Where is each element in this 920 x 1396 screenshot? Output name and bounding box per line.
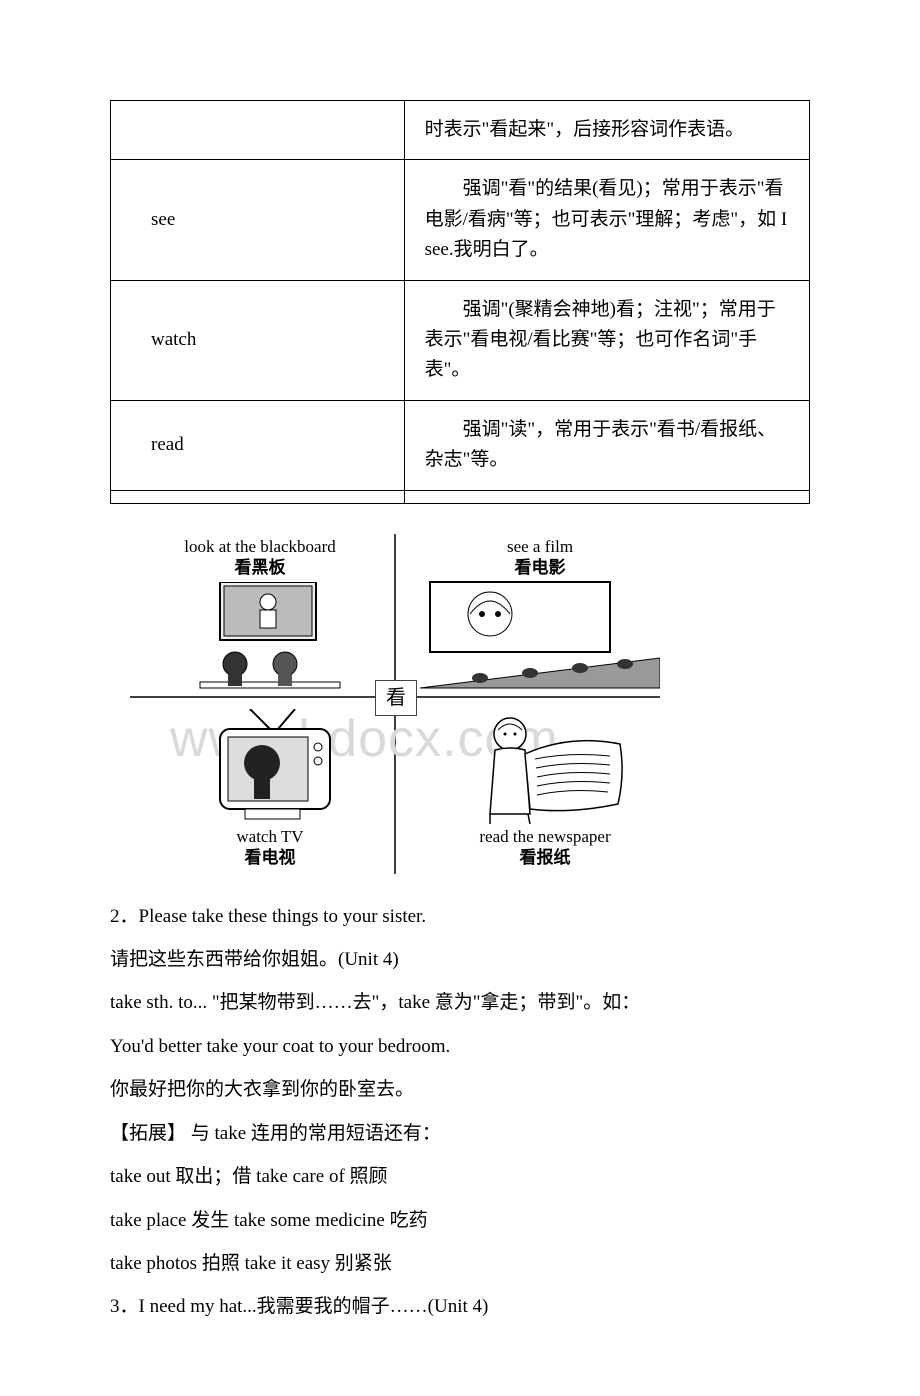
table-row: watch 强调"(聚精会神地)看；注视"；常用于表示"看电视/看比赛"等；也可… — [111, 280, 810, 400]
body-text: 2．Please take these things to your siste… — [110, 902, 810, 1322]
word-cell — [111, 101, 405, 160]
desc-cell: 强调"读"，常用于表示"看书/看报纸、杂志"等。 — [404, 400, 809, 490]
paragraph: take sth. to... "把某物带到……去"，take 意为"拿走；带到… — [110, 988, 810, 1017]
quad-see: see a film 看电影 — [430, 536, 650, 579]
quad-cn: 看报纸 — [430, 847, 660, 868]
vocabulary-table: 时表示"看起来"，后接形容词作表语。 see 强调"看"的结果(看见)；常用于表… — [110, 100, 810, 504]
table-row: 时表示"看起来"，后接形容词作表语。 — [111, 101, 810, 160]
table-row — [111, 490, 810, 503]
table-row: see 强调"看"的结果(看见)；常用于表示"看电影/看病"等；也可表示"理解；… — [111, 160, 810, 280]
paragraph: take photos 拍照 take it easy 别紧张 — [110, 1249, 810, 1278]
empty-cell — [404, 490, 809, 503]
quad-cn: 看电视 — [170, 847, 370, 868]
word-cell: read — [111, 400, 405, 490]
desc-cell: 时表示"看起来"，后接形容词作表语。 — [404, 101, 809, 160]
paragraph: 你最好把你的大衣拿到你的卧室去。 — [110, 1075, 810, 1104]
paragraph: 【拓展】 与 take 连用的常用短语还有： — [110, 1119, 810, 1148]
center-character: 看 — [375, 680, 417, 716]
quad-cn: 看电影 — [430, 557, 650, 578]
see-diagram: www.bdocx.com look at the blackboard 看黑板… — [110, 524, 680, 884]
quad-en: watch TV — [170, 826, 370, 847]
word-cell: watch — [111, 280, 405, 400]
document-page: 时表示"看起来"，后接形容词作表语。 see 强调"看"的结果(看见)；常用于表… — [0, 0, 920, 1396]
quad-look: look at the blackboard 看黑板 — [150, 536, 370, 579]
quad-cn: 看黑板 — [150, 557, 370, 578]
paragraph: You'd better take your coat to your bedr… — [110, 1032, 810, 1061]
desc-cell: 强调"(聚精会神地)看；注视"；常用于表示"看电视/看比赛"等；也可作名词"手表… — [404, 280, 809, 400]
quad-watch: watch TV 看电视 — [170, 826, 370, 869]
quad-read: read the newspaper 看报纸 — [430, 826, 660, 869]
desc-cell: 强调"看"的结果(看见)；常用于表示"看电影/看病"等；也可表示"理解；考虑"，… — [404, 160, 809, 280]
word-cell: see — [111, 160, 405, 280]
paragraph: 请把这些东西带给你姐姐。(Unit 4) — [110, 945, 810, 974]
paragraph: 3．I need my hat...我需要我的帽子……(Unit 4) — [110, 1292, 810, 1321]
quad-en: read the newspaper — [430, 826, 660, 847]
quad-en: look at the blackboard — [150, 536, 370, 557]
empty-cell — [111, 490, 405, 503]
quad-en: see a film — [430, 536, 650, 557]
paragraph: 2．Please take these things to your siste… — [110, 902, 810, 931]
paragraph: take place 发生 take some medicine 吃药 — [110, 1206, 810, 1235]
paragraph: take out 取出；借 take care of 照顾 — [110, 1162, 810, 1191]
table-row: read 强调"读"，常用于表示"看书/看报纸、杂志"等。 — [111, 400, 810, 490]
